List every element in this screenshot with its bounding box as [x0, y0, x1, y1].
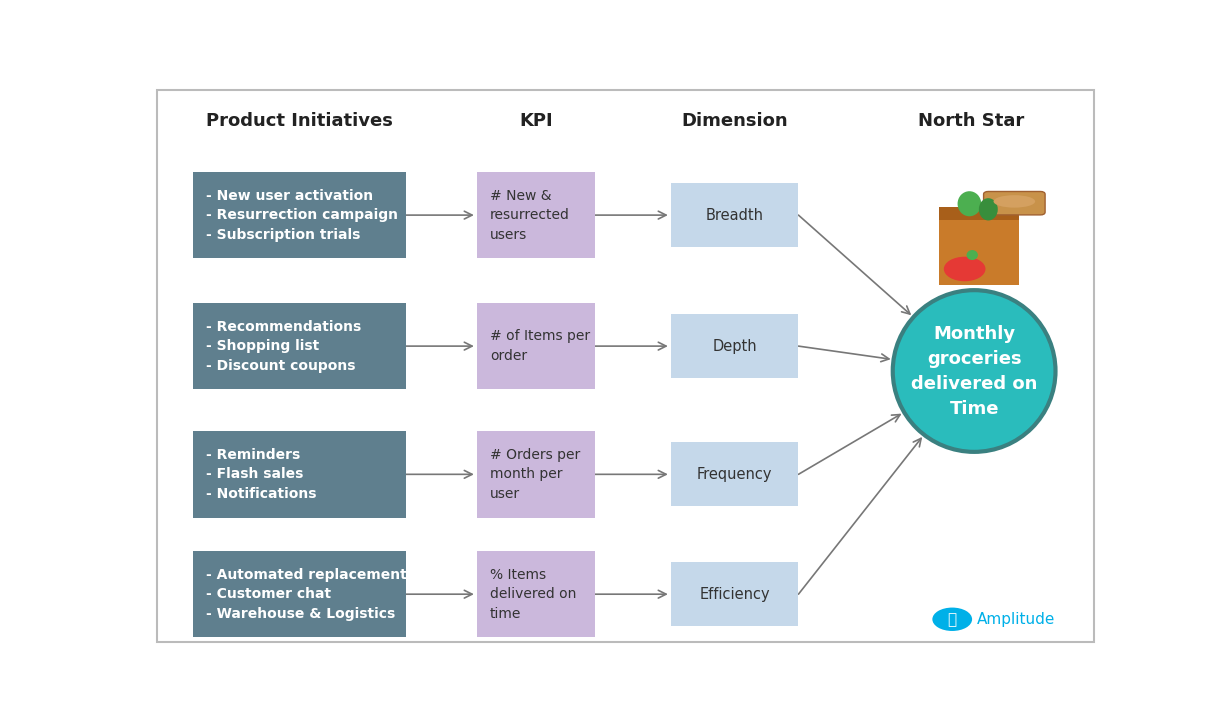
Ellipse shape: [967, 250, 978, 260]
FancyBboxPatch shape: [476, 431, 595, 518]
Text: Product Initiatives: Product Initiatives: [206, 112, 393, 130]
Text: North Star: North Star: [918, 112, 1024, 130]
Text: Dimension: Dimension: [681, 112, 788, 130]
FancyBboxPatch shape: [193, 303, 405, 390]
FancyBboxPatch shape: [939, 206, 1020, 285]
Text: Efficiency: Efficiency: [700, 586, 770, 602]
Text: # of Items per
order: # of Items per order: [490, 329, 590, 363]
Circle shape: [933, 607, 972, 631]
FancyBboxPatch shape: [670, 562, 799, 626]
FancyBboxPatch shape: [670, 314, 799, 378]
FancyBboxPatch shape: [476, 551, 595, 637]
FancyBboxPatch shape: [984, 191, 1045, 215]
Text: Depth: Depth: [712, 339, 757, 353]
Ellipse shape: [957, 191, 982, 216]
Ellipse shape: [979, 198, 998, 221]
Text: KPI: KPI: [519, 112, 553, 130]
Text: Ⓐ: Ⓐ: [947, 612, 957, 627]
Circle shape: [944, 257, 985, 281]
FancyBboxPatch shape: [193, 431, 405, 518]
Text: - New user activation
- Resurrection campaign
- Subscription trials: - New user activation - Resurrection cam…: [206, 188, 398, 242]
FancyBboxPatch shape: [939, 206, 1020, 221]
FancyBboxPatch shape: [193, 551, 405, 637]
FancyBboxPatch shape: [476, 172, 595, 258]
Text: # Orders per
month per
user: # Orders per month per user: [490, 448, 580, 501]
FancyBboxPatch shape: [670, 442, 799, 506]
Text: Monthly
groceries
delivered on
Time: Monthly groceries delivered on Time: [911, 324, 1038, 418]
Text: # New &
resurrected
users: # New & resurrected users: [490, 188, 570, 242]
Ellipse shape: [893, 290, 1055, 452]
Text: Frequency: Frequency: [697, 467, 773, 482]
Text: % Items
delivered on
time: % Items delivered on time: [490, 568, 576, 620]
FancyBboxPatch shape: [193, 172, 405, 258]
FancyBboxPatch shape: [670, 183, 799, 247]
Ellipse shape: [994, 195, 1035, 208]
Text: - Automated replacements
- Customer chat
- Warehouse & Logistics: - Automated replacements - Customer chat…: [206, 568, 415, 620]
Text: Amplitude: Amplitude: [977, 612, 1055, 627]
FancyBboxPatch shape: [476, 303, 595, 390]
Text: - Recommendations
- Shopping list
- Discount coupons: - Recommendations - Shopping list - Disc…: [206, 319, 361, 373]
Text: - Reminders
- Flash sales
- Notifications: - Reminders - Flash sales - Notification…: [206, 448, 316, 501]
Text: Breadth: Breadth: [706, 208, 763, 222]
